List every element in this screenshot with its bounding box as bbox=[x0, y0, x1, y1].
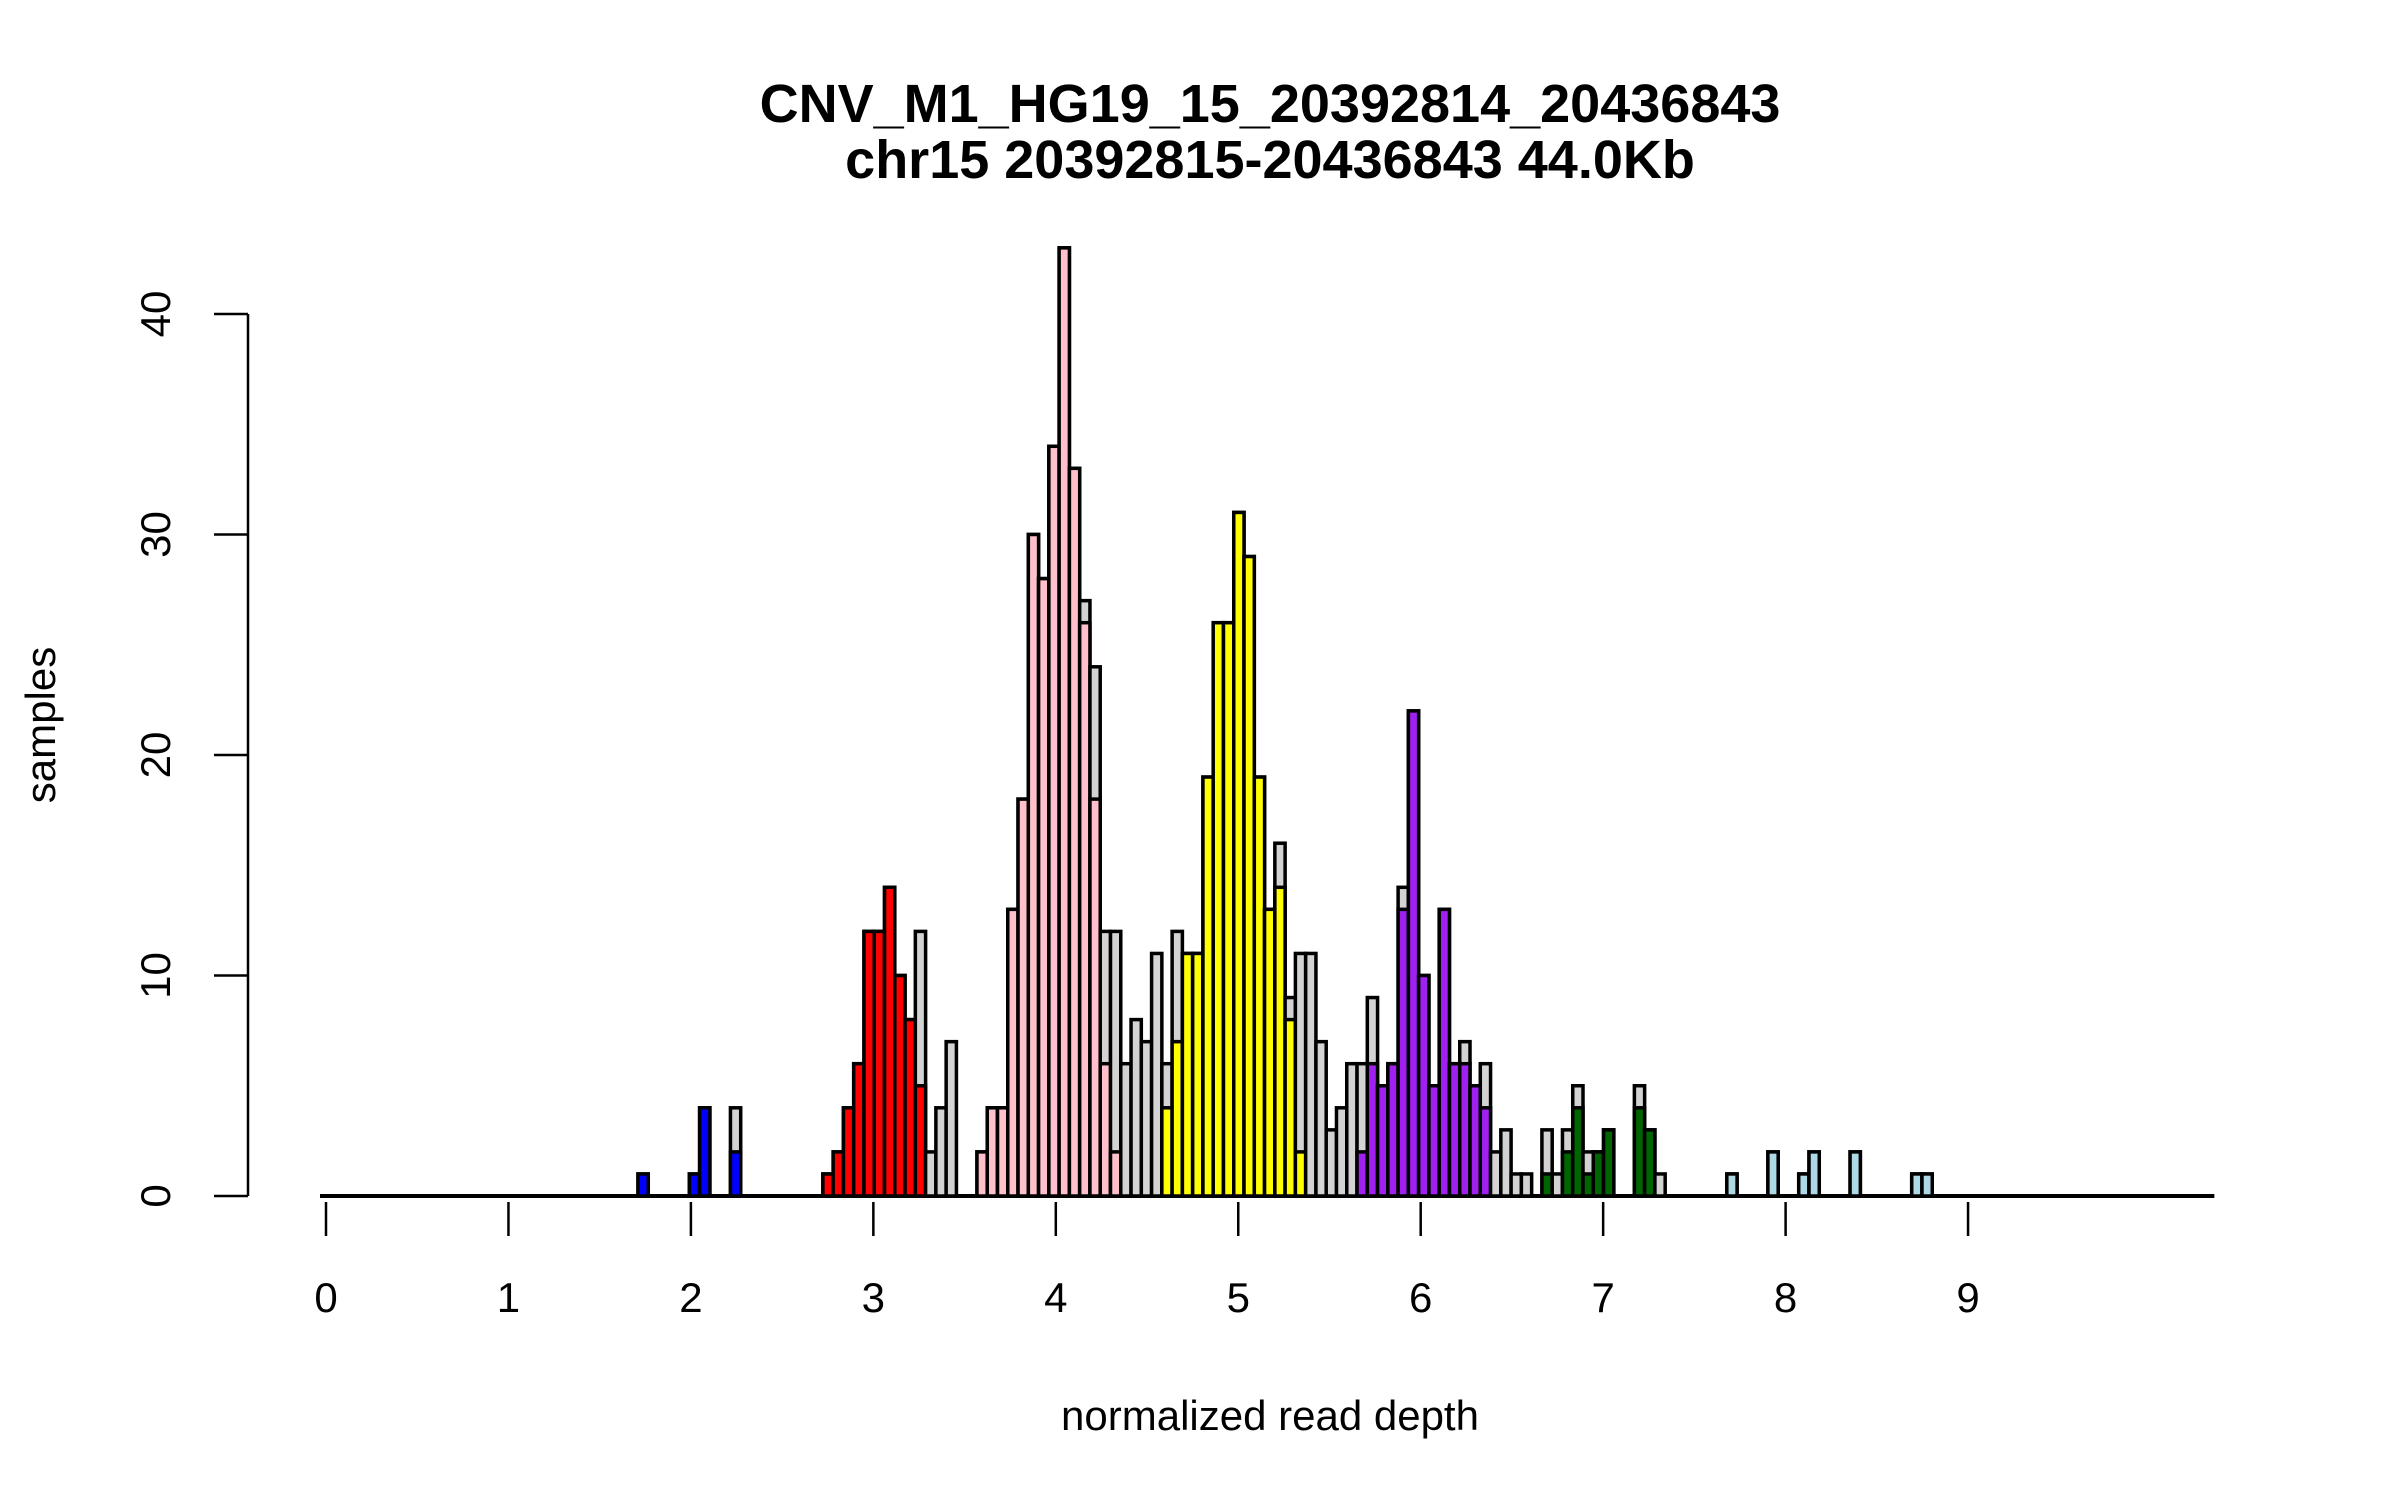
y-tick-label: 20 bbox=[132, 732, 179, 779]
bar-total-80 bbox=[1653, 1172, 1667, 1198]
x-axis-label: normalized read depth bbox=[1061, 1392, 1479, 1439]
bar-lightblue-84 bbox=[1807, 1150, 1822, 1198]
y-axis-label: samples bbox=[17, 647, 64, 803]
bar-green-79 bbox=[1642, 1128, 1657, 1198]
bar-blue-0 bbox=[636, 1172, 651, 1198]
x-axis: 0 1 2 3 4 5 6 7 8 9 bbox=[314, 1202, 1980, 1321]
bar-blue-3 bbox=[728, 1150, 743, 1198]
y-tick-label: 40 bbox=[132, 291, 179, 338]
chart-subtitle: chr15 20392815-20436843 44.0Kb bbox=[845, 130, 1695, 190]
x-tick-label: 6 bbox=[1409, 1274, 1432, 1321]
y-tick-label: 30 bbox=[132, 511, 179, 558]
bar-total-16 bbox=[944, 1039, 959, 1198]
y-tick-label: 10 bbox=[132, 952, 179, 999]
x-tick-label: 3 bbox=[862, 1274, 885, 1321]
bar-total-70 bbox=[1519, 1172, 1534, 1198]
x-tick-label: 4 bbox=[1044, 1274, 1067, 1321]
bar-lightblue-87 bbox=[1920, 1172, 1935, 1198]
x-tick-label: 7 bbox=[1591, 1274, 1614, 1321]
y-axis: 0 10 20 30 40 bbox=[132, 291, 250, 1208]
x-tick-label: 5 bbox=[1227, 1274, 1250, 1321]
bar-purple-59 bbox=[1406, 709, 1421, 1198]
y-tick-label: 0 bbox=[132, 1184, 179, 1207]
bar-lightblue-81 bbox=[1725, 1172, 1739, 1198]
chart-title: CNV_M1_HG19_15_20392814_20436843 bbox=[760, 74, 1781, 134]
bar-green-77 bbox=[1601, 1128, 1616, 1198]
bars-layer bbox=[320, 246, 2215, 1198]
x-tick-label: 1 bbox=[497, 1274, 520, 1321]
bar-total-68 bbox=[1499, 1128, 1513, 1198]
bar-red-13 bbox=[913, 1084, 928, 1198]
x-tick-label: 8 bbox=[1774, 1274, 1797, 1321]
bar-lightblue-82 bbox=[1766, 1150, 1780, 1198]
bar-total-50 bbox=[1314, 1039, 1328, 1198]
x-tick-label: 9 bbox=[1956, 1274, 1979, 1321]
bar-blue-2 bbox=[697, 1106, 712, 1198]
x-tick-label: 0 bbox=[314, 1274, 337, 1321]
bar-purple-62 bbox=[1437, 907, 1452, 1198]
x-tick-label: 2 bbox=[679, 1274, 702, 1321]
bar-lightblue-85 bbox=[1848, 1150, 1863, 1198]
